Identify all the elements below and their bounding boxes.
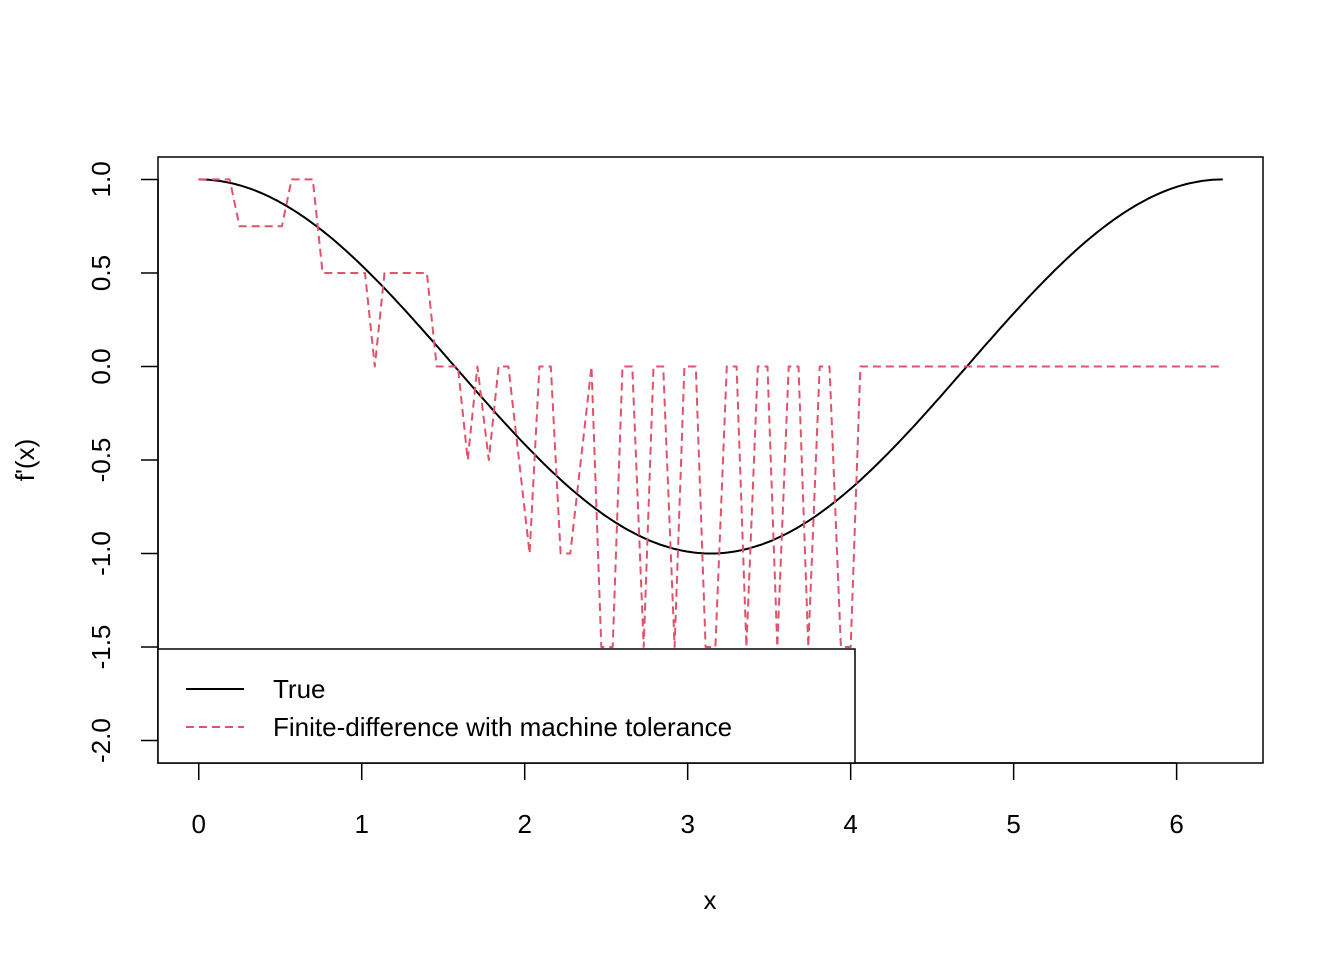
x-tick-label: 6 [1169, 809, 1183, 839]
x-tick-label: 3 [680, 809, 694, 839]
series-line-1 [198, 178, 1223, 648]
y-axis: -2.0 -1.5 -1.0 -0.5 0.0 0.5 1.0 [86, 161, 159, 763]
legend-label-finite-difference: Finite-difference with machine tolerance [273, 712, 732, 742]
legend-box [157, 648, 856, 764]
x-axis-label: x [704, 885, 717, 915]
y-tick-label: -0.5 [86, 438, 116, 483]
y-tick-label: -2.0 [86, 718, 116, 763]
legend-label-true: True [273, 674, 326, 704]
x-tick-label: 4 [843, 809, 857, 839]
y-tick-label: -1.5 [86, 625, 116, 670]
series-layer [198, 178, 1223, 648]
x-tick-label: 5 [1006, 809, 1020, 839]
x-tick-label: 2 [517, 809, 531, 839]
y-tick-label: 1.0 [86, 161, 116, 197]
y-tick-label: 0.0 [86, 348, 116, 384]
y-tick-label: -1.0 [86, 531, 116, 576]
series-line-0 [198, 178, 1223, 555]
x-axis: 0 1 2 3 4 5 6 [192, 762, 1184, 839]
x-tick-label: 0 [192, 809, 206, 839]
x-tick-label: 1 [354, 809, 368, 839]
y-tick-label: 0.5 [86, 255, 116, 291]
y-axis-label: f'(x) [10, 439, 40, 482]
legend: True Finite-difference with machine tole… [157, 648, 856, 764]
